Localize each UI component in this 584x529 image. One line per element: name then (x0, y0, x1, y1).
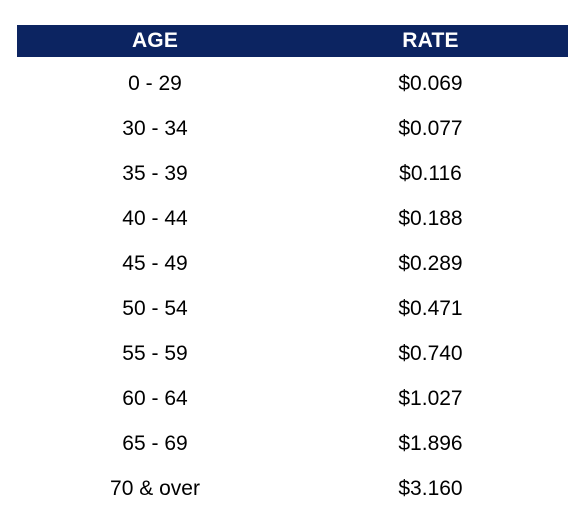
table-body: 0 - 29 $0.069 30 - 34 $0.077 35 - 39 $0.… (17, 61, 568, 511)
rate-column-header: RATE (402, 29, 459, 52)
age-column-header: AGE (131, 29, 179, 52)
age-cell: 50 - 54 (122, 296, 188, 320)
age-cell: 65 - 69 (122, 431, 188, 455)
age-cell: 40 - 44 (122, 206, 188, 230)
table-row: 55 - 59 $0.740 (17, 331, 568, 376)
table-row: 40 - 44 $0.188 (17, 196, 568, 241)
table-row: 60 - 64 $1.027 (17, 376, 568, 421)
rate-cell: $0.188 (398, 206, 463, 230)
rate-cell: $0.116 (399, 161, 462, 185)
rate-cell: $0.740 (398, 341, 463, 365)
rate-cell: $0.077 (398, 116, 463, 140)
table-row: 45 - 49 $0.289 (17, 241, 568, 286)
age-cell: 35 - 39 (122, 161, 188, 185)
table-header-row: AGE RATE (17, 25, 568, 57)
age-cell: 60 - 64 (122, 386, 188, 410)
age-cell: 55 - 59 (122, 341, 188, 365)
rate-cell: $3.160 (398, 476, 463, 500)
rate-cell: $0.471 (398, 296, 463, 320)
table-row: 70 & over $3.160 (17, 466, 568, 511)
age-cell: 70 & over (110, 476, 200, 500)
rate-cell: $1.027 (398, 386, 463, 410)
rate-cell: $0.289 (398, 251, 463, 275)
age-cell: 0 - 29 (128, 71, 182, 95)
table-row: 30 - 34 $0.077 (17, 106, 568, 151)
age-cell: 45 - 49 (122, 251, 188, 275)
rate-cell: $1.896 (398, 431, 463, 455)
age-cell: 30 - 34 (122, 116, 188, 140)
rate-table: AGE RATE 0 - 29 $0.069 30 - 34 $0.077 35… (17, 25, 568, 511)
table-row: 50 - 54 $0.471 (17, 286, 568, 331)
table-row: 0 - 29 $0.069 (17, 61, 568, 106)
table-row: 65 - 69 $1.896 (17, 421, 568, 466)
table-row: 35 - 39 $0.116 (17, 151, 568, 196)
rate-cell: $0.069 (398, 71, 463, 95)
